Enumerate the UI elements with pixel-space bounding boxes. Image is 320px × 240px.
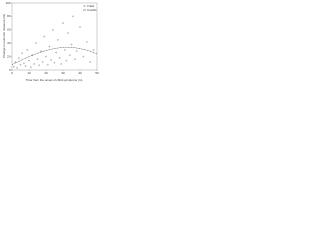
point [72, 15, 74, 18]
x-tick-label: 30 [61, 71, 65, 75]
point [46, 63, 49, 66]
y-tick-label: 40 [7, 41, 11, 45]
point [67, 32, 69, 34]
point [75, 50, 78, 52]
fit-line [11, 46, 98, 65]
point [45, 55, 47, 58]
x-tick-label: 40 [78, 71, 82, 75]
point [38, 64, 40, 67]
point [69, 54, 71, 57]
point [29, 66, 32, 69]
point [74, 58, 76, 61]
point [55, 51, 57, 54]
point [53, 61, 56, 64]
point [19, 63, 22, 66]
point [58, 57, 61, 59]
point [52, 29, 54, 31]
point [16, 67, 18, 69]
y-tick-label: 60 [7, 28, 11, 32]
point [62, 22, 64, 24]
y-tick-label: 80 [7, 14, 11, 18]
point [18, 57, 20, 59]
point [92, 49, 95, 51]
point [33, 63, 35, 65]
point [23, 62, 25, 65]
legend-label: Cutoffs [87, 8, 97, 12]
point [43, 35, 46, 38]
x-tick-label: 50 [95, 71, 99, 75]
point [60, 63, 63, 65]
point [21, 52, 23, 55]
point [40, 50, 42, 52]
point [24, 65, 27, 67]
point [79, 26, 81, 28]
x-tick-label: 0 [11, 71, 13, 75]
point [70, 43, 73, 46]
point [12, 65, 15, 68]
point [82, 55, 85, 58]
y-tick-label: 20 [7, 54, 11, 58]
point [14, 61, 17, 63]
x-axis-label: Time from the onset of child symptoms (m… [26, 78, 83, 82]
point [65, 59, 68, 62]
point [36, 58, 39, 61]
point [86, 41, 88, 43]
point [89, 61, 91, 63]
point [48, 45, 51, 48]
background [0, 0, 100, 88]
point [26, 49, 29, 51]
chart: Time from the onset of child symptoms (m… [0, 0, 100, 88]
point [35, 42, 37, 44]
point [28, 59, 30, 62]
plot-frame [11, 2, 98, 71]
point [41, 61, 44, 63]
x-tick-label: 10 [27, 71, 31, 75]
point [57, 39, 59, 41]
y-tick-label: 100 [5, 1, 10, 5]
legend-label: Trials [87, 4, 95, 8]
y-axis-label: Change in outcome measure (%) [2, 14, 6, 58]
legend-swatch [83, 5, 86, 7]
x-tick-label: 20 [44, 71, 48, 75]
point [63, 49, 66, 51]
point [50, 59, 52, 61]
y-tick-label: 0 [9, 68, 11, 72]
